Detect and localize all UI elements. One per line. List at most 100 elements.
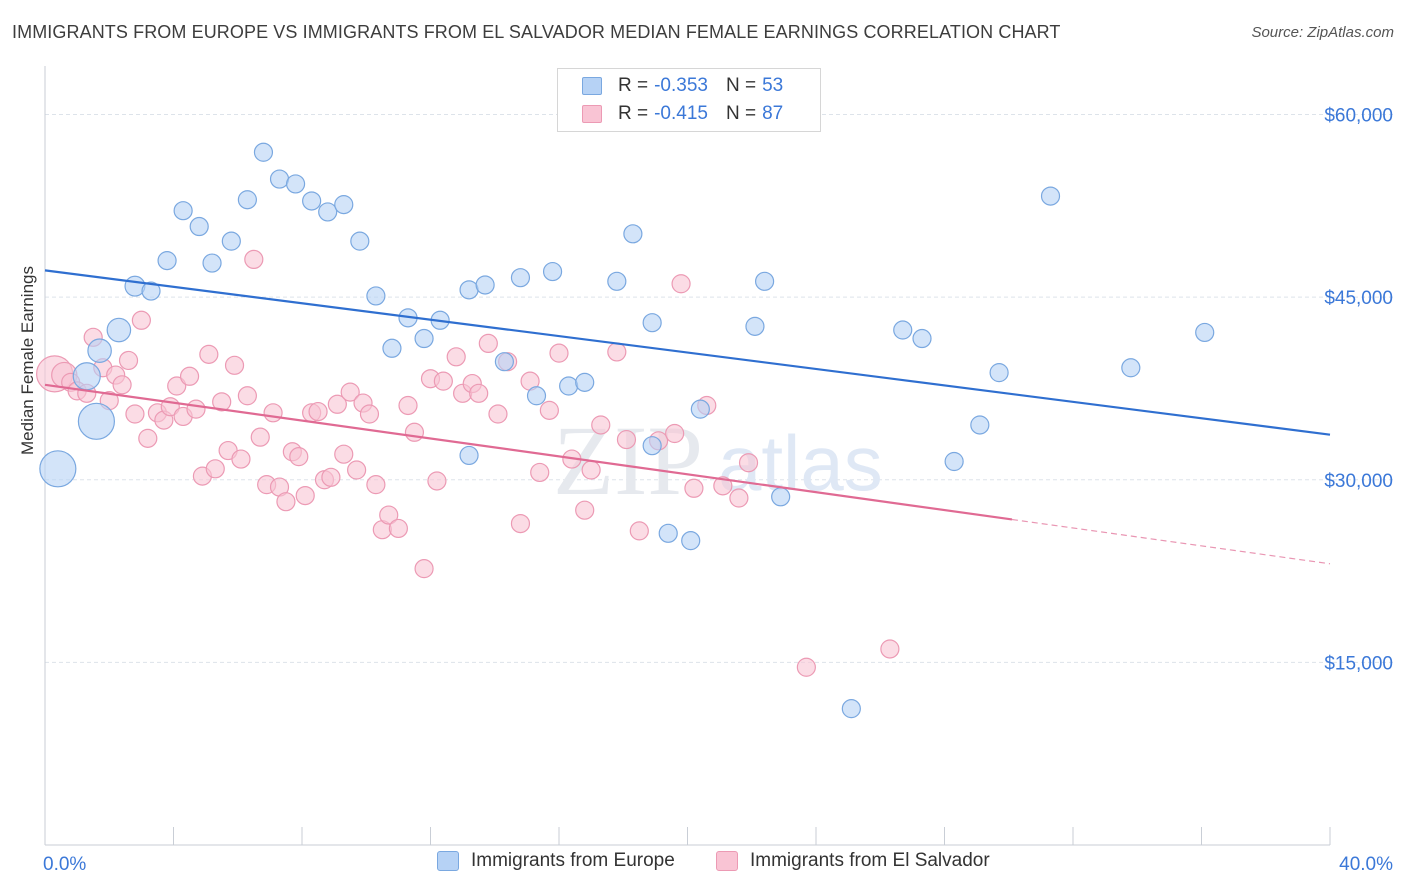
salvador-point [231,449,251,469]
europe-point [1195,322,1215,343]
y-tick-label: $15,000 [1324,653,1393,674]
europe-point [681,531,701,551]
europe-point [350,231,370,251]
salvador-point [186,399,206,419]
europe-point [526,386,547,406]
legend-r-value-salvador: -0.415 [654,103,708,124]
salvador-point [581,460,601,480]
salvador-point [308,401,328,422]
legend-item-salvador: Immigrants from El Salvador [716,850,990,872]
legend-r-value-europe: -0.353 [654,75,708,96]
europe-point [912,328,932,349]
europe-point [141,281,161,301]
salvador-point [366,475,386,495]
y-axis-label: Median Female Earnings [18,266,37,455]
x-tick-label-max: 40.0% [1339,854,1393,875]
europe-point [642,313,662,333]
legend-n-value-europe: 53 [762,75,784,96]
salvador-point [469,383,489,403]
salvador-point [295,485,315,506]
legend-n-value-salvador: 87 [762,103,784,124]
salvador-point [530,462,550,483]
salvador-point [327,394,347,414]
salvador-point [263,403,283,423]
legend-row-salvador: R = -0.415 N = 87 [582,101,783,127]
europe-point [253,142,274,162]
salvador-point [414,559,434,579]
salvador-point [118,350,139,371]
chart-title: IMMIGRANTS FROM EUROPE VS IMMIGRANTS FRO… [12,22,1061,42]
salvador-point [880,639,900,659]
correlation-legend: R = -0.353 N = 53 R = -0.415 N = 87 [557,68,821,132]
legend-swatch-europe [437,851,459,871]
salvador-point [446,347,466,367]
legend-n-label: N = [725,75,757,96]
europe-point [893,320,913,340]
europe-point [87,338,112,364]
europe-point [1040,186,1061,206]
europe-point [559,376,579,396]
salvador-point [199,344,219,364]
europe-point [366,286,386,306]
legend-n-label: N = [725,103,757,124]
europe-point [970,415,990,435]
salvador-point [671,274,691,294]
salvador-point [125,404,145,424]
legend-swatch-europe [582,77,602,95]
salvador-point [629,521,649,541]
europe-point [285,174,306,194]
legend-label-europe: Immigrants from Europe [471,850,675,871]
salvador-point [539,400,559,420]
europe-point [302,191,322,211]
europe-point [494,352,514,372]
europe-point [607,271,627,291]
europe-point [542,261,563,282]
europe-point [334,195,354,215]
europe-point [510,268,531,288]
europe-point [269,169,290,189]
europe-point [189,216,209,237]
salvador-point [379,505,399,525]
europe-point [202,253,222,273]
source-note: Source: ZipAtlas.com [1251,24,1394,41]
legend-swatch-salvador [582,105,602,123]
europe-point [72,362,101,391]
legend-r-label: R = [618,75,649,96]
salvador-point [131,310,151,330]
salvador-point [359,404,380,424]
y-tick-label: $30,000 [1324,471,1393,492]
trend-line-europe [44,269,1331,436]
europe-point [475,275,495,295]
europe-point [754,271,775,291]
salvador-point [738,453,759,473]
salvador-point [796,657,816,677]
salvador-point [388,518,408,539]
salvador-point [276,492,296,512]
salvador-point [167,376,187,396]
europe-point [221,231,241,251]
europe-point [989,363,1009,383]
europe-point [658,523,678,543]
salvador-point [179,366,200,386]
salvador-point [250,427,270,447]
salvador-point [340,382,360,402]
salvador-point [488,404,508,424]
salvador-point [549,343,569,363]
legend-r-label: R = [618,103,649,124]
salvador-point [244,249,264,270]
europe-point [318,202,338,222]
europe-point [841,699,861,719]
x-tick-label-min: 0.0% [43,854,86,875]
salvador-point [729,488,749,508]
salvador-point [205,459,225,479]
salvador-point [138,428,158,448]
europe-point [157,251,177,271]
legend-item-europe: Immigrants from Europe [437,850,675,872]
europe-point [642,436,662,456]
trend-line-salvador [44,383,1013,521]
europe-point [39,450,77,488]
europe-point [944,451,964,472]
salvador-point [224,355,245,375]
salvador-point [713,476,733,496]
salvador-point [347,460,367,480]
